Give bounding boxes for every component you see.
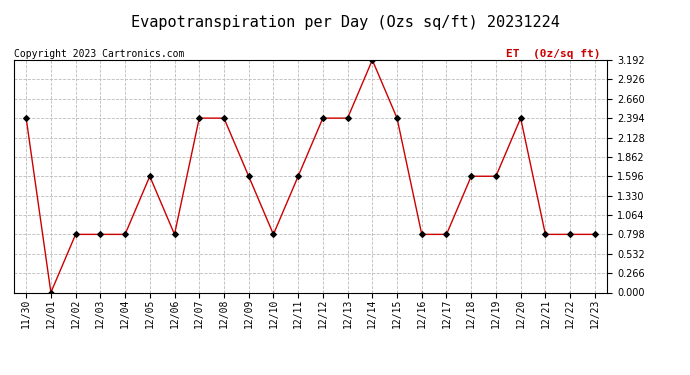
- Point: [564, 231, 575, 237]
- Point: [589, 231, 600, 237]
- Point: [367, 57, 378, 63]
- Text: Evapotranspiration per Day (Ozs sq/ft) 20231224: Evapotranspiration per Day (Ozs sq/ft) 2…: [130, 15, 560, 30]
- Point: [95, 231, 106, 237]
- Point: [466, 173, 477, 179]
- Point: [70, 231, 81, 237]
- Point: [342, 115, 353, 121]
- Point: [441, 231, 452, 237]
- Point: [243, 173, 254, 179]
- Point: [46, 290, 57, 296]
- Point: [317, 115, 328, 121]
- Point: [219, 115, 230, 121]
- Text: Copyright 2023 Cartronics.com: Copyright 2023 Cartronics.com: [14, 49, 184, 59]
- Point: [540, 231, 551, 237]
- Point: [194, 115, 205, 121]
- Text: ET  (0z/sq ft): ET (0z/sq ft): [506, 49, 600, 59]
- Point: [416, 231, 427, 237]
- Point: [491, 173, 502, 179]
- Point: [515, 115, 526, 121]
- Point: [391, 115, 402, 121]
- Point: [119, 231, 130, 237]
- Point: [144, 173, 155, 179]
- Point: [268, 231, 279, 237]
- Point: [169, 231, 180, 237]
- Point: [293, 173, 304, 179]
- Point: [21, 115, 32, 121]
